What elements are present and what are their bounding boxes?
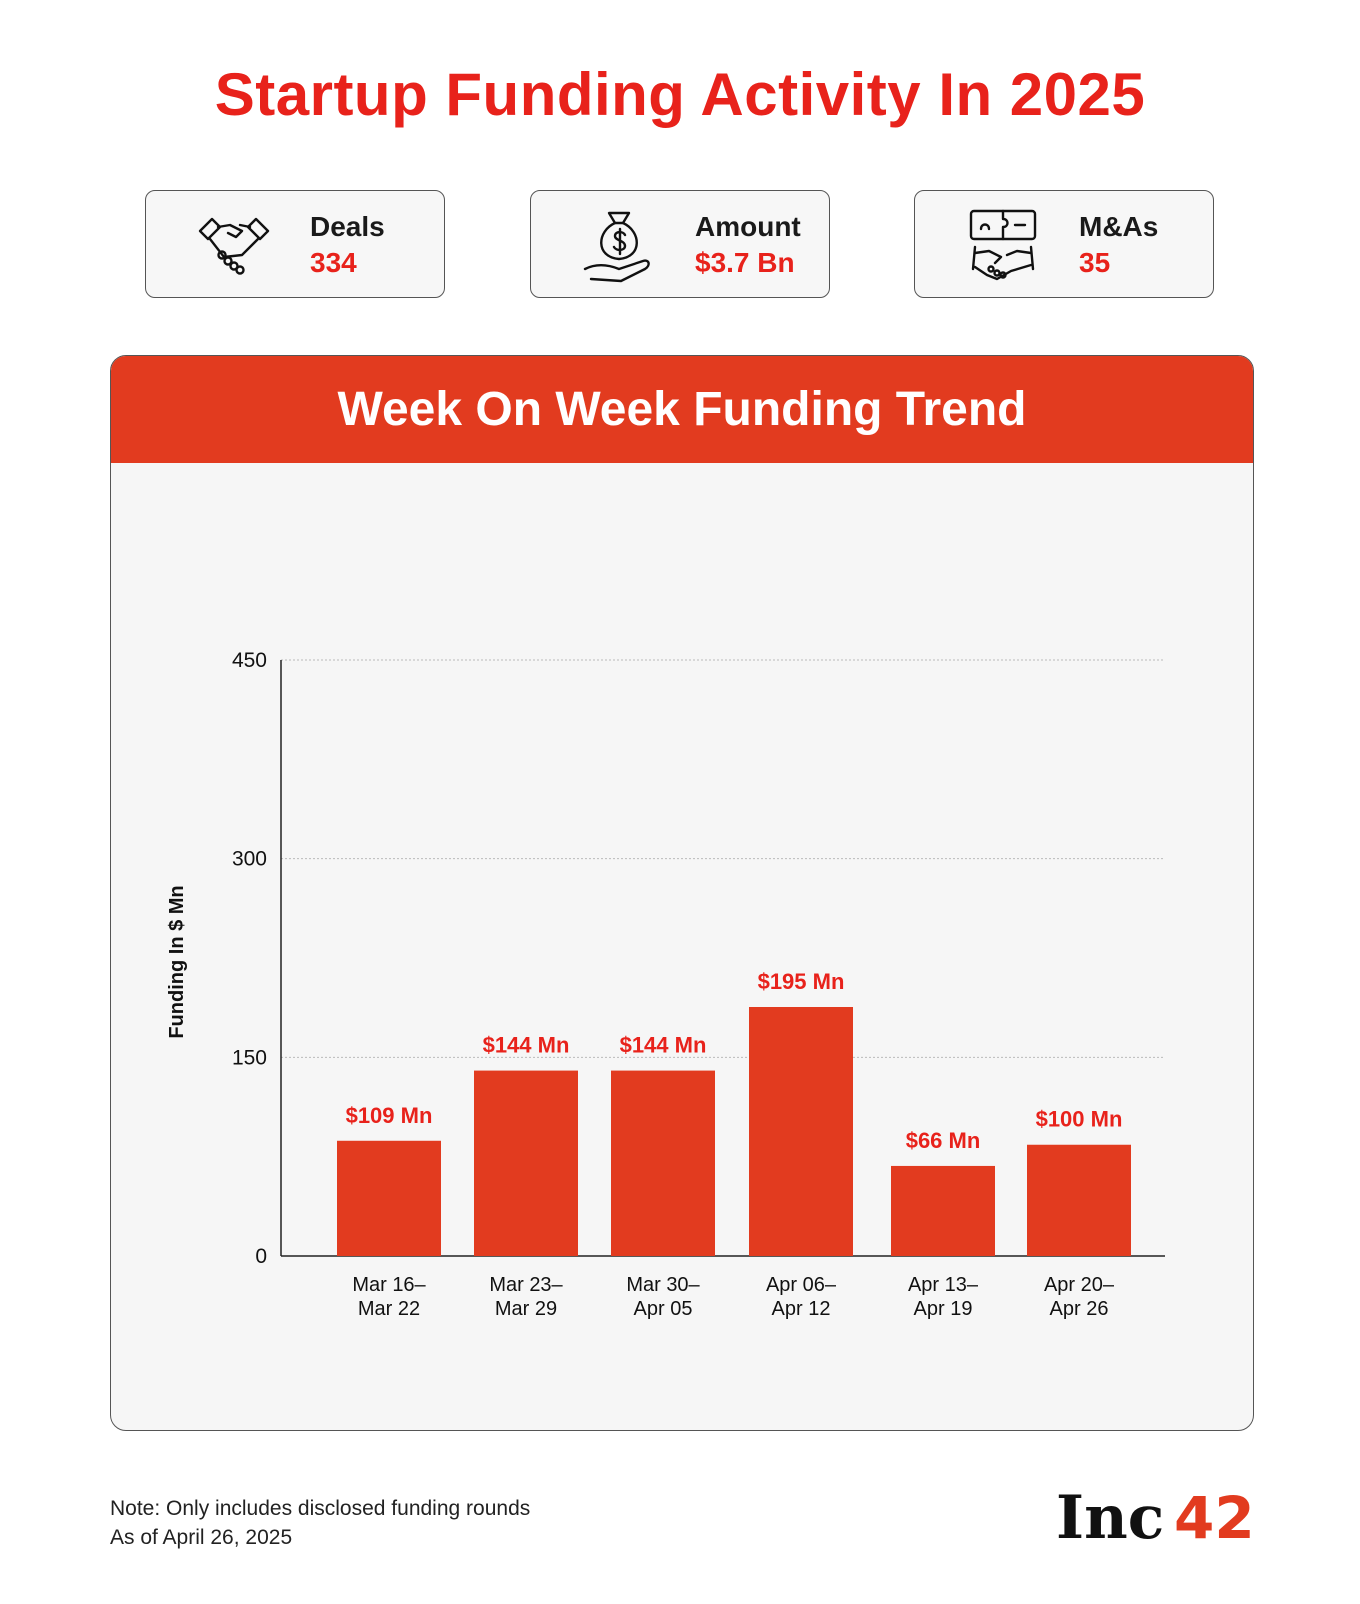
data-label: $66 Mn [906, 1128, 981, 1153]
x-tick-label: Apr 12 [772, 1298, 831, 1320]
data-label: $109 Mn [346, 1103, 433, 1128]
x-tick-label: Mar 22 [358, 1298, 420, 1320]
x-tick-label: Mar 16– [352, 1274, 426, 1296]
x-tick-label: Mar 23– [489, 1274, 563, 1296]
data-label: $100 Mn [1036, 1107, 1123, 1132]
bar-3 [611, 1070, 715, 1256]
stat-card-amount: Amount $3.7 Bn [530, 190, 830, 298]
page-title: Startup Funding Activity In 2025 [214, 61, 1146, 128]
chart-title: Week On Week Funding Trend [111, 356, 1253, 463]
logo-mark: Inc 42 [1056, 1483, 1255, 1553]
x-tick-label: Apr 05 [634, 1298, 693, 1320]
bar-4 [749, 1007, 853, 1256]
bar-6 [1027, 1144, 1131, 1256]
data-label: $195 Mn [758, 969, 845, 994]
y-tick-label: 0 [255, 1245, 267, 1268]
money-bag-hand-icon [583, 211, 650, 283]
x-tick-label: Apr 13– [908, 1274, 979, 1296]
note-disclosed: Note: Only includes disclosed funding ro… [110, 1497, 531, 1520]
handshake-icon [198, 217, 270, 275]
stat-label: M&As [1079, 211, 1159, 242]
y-tick-label: 450 [232, 649, 267, 672]
chart-panel: Week On Week Funding Trend 0 150 300 450 Fun… [110, 355, 1254, 1431]
footnote: Note: Only includes disclosed funding ro… [110, 1494, 530, 1552]
stat-value: $3.7 Bn [695, 247, 795, 278]
bar-1 [337, 1140, 441, 1256]
stat-value: 334 [310, 247, 357, 278]
data-label: $144 Mn [620, 1033, 707, 1058]
x-tick-label: Apr 26 [1050, 1298, 1109, 1320]
bar-5 [891, 1165, 995, 1256]
y-tick-label: 300 [232, 848, 267, 871]
x-tick-label: Mar 30– [626, 1274, 700, 1296]
y-axis-title: Funding In $ Mn [166, 885, 188, 1038]
svg-text:Inc: Inc [1056, 1483, 1164, 1550]
stat-label: Deals [310, 211, 385, 242]
inc42-logo: Inc 42 [1056, 1480, 1256, 1553]
stat-card-mergers: M&As 35 [914, 190, 1214, 298]
stat-value: 35 [1079, 247, 1111, 278]
stat-label: Amount [695, 211, 801, 242]
merger-puzzle-handshake-icon [969, 209, 1037, 281]
x-tick-label: Apr 19 [914, 1298, 973, 1320]
bar-2 [474, 1070, 578, 1256]
x-tick-label: Apr 06– [766, 1274, 837, 1296]
x-tick-label: Apr 20– [1044, 1274, 1115, 1296]
stat-card-deals: Deals 334 [145, 190, 445, 298]
note-date: As of April 26, 2025 [110, 1526, 293, 1549]
svg-text:42: 42 [1174, 1484, 1255, 1550]
data-label: $144 Mn [483, 1033, 570, 1058]
x-tick-label: Mar 29 [495, 1298, 557, 1320]
y-tick-label: 150 [232, 1046, 267, 1069]
